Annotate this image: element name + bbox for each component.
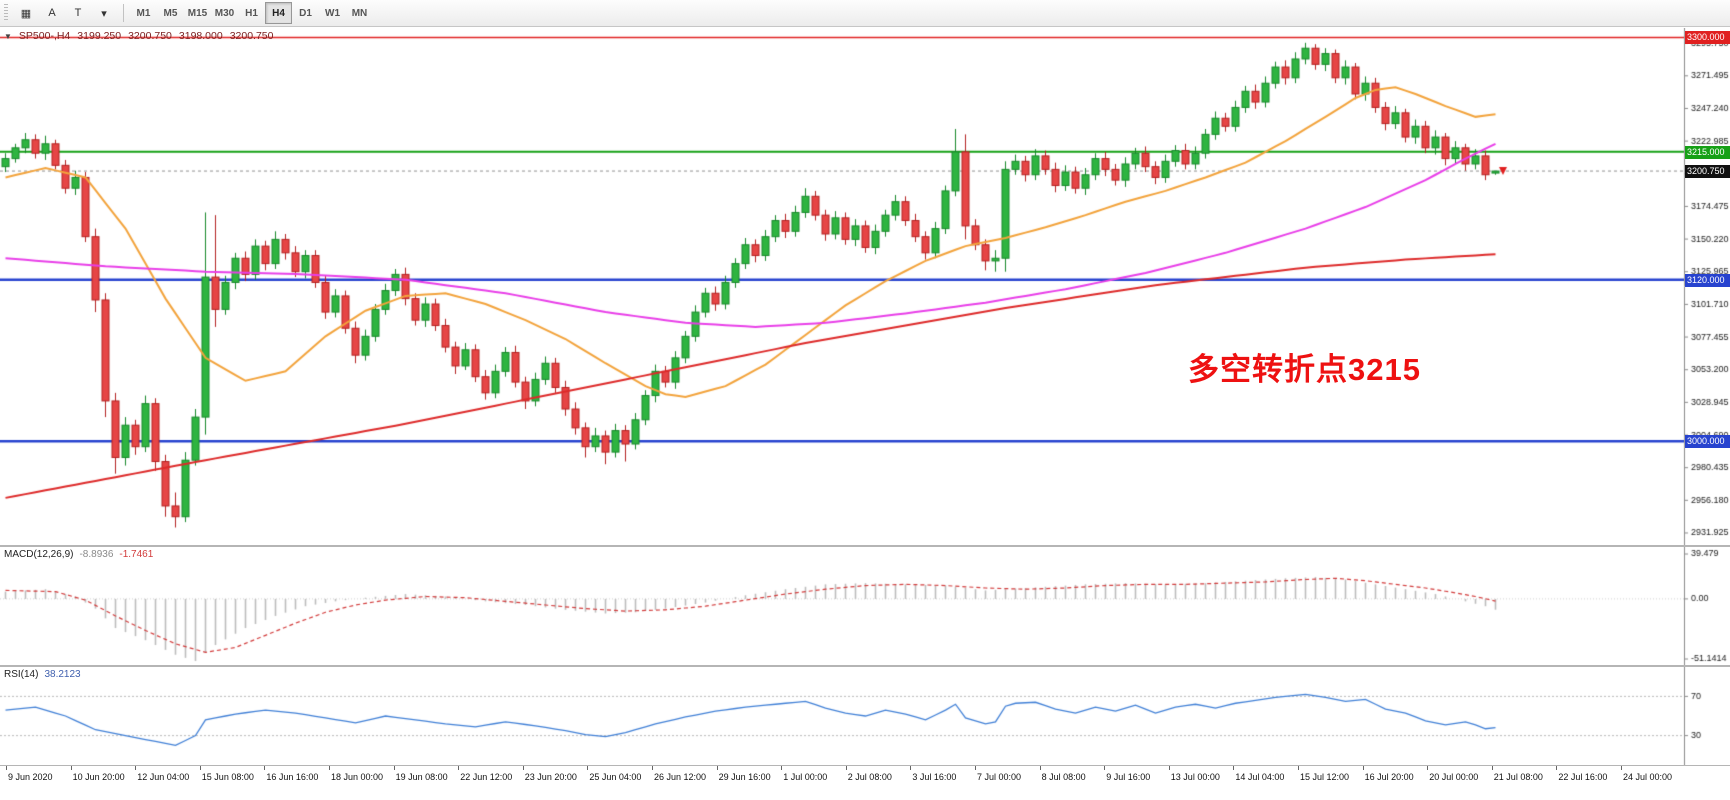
time-axis-label: 18 Jun 00:00	[331, 772, 384, 782]
text-annotation[interactable]: 多空转折点3215	[1188, 352, 1421, 387]
macd-signal-value: -1.7461	[119, 549, 154, 560]
time-tick	[1104, 766, 1106, 770]
time-tick	[1491, 766, 1493, 770]
price-badge-3215.000: 3215.000	[1685, 145, 1730, 159]
chart-window-icon[interactable]: ▦	[20, 7, 32, 20]
macd-main-value: -8.8936	[79, 549, 114, 560]
time-axis-label: 3 Jul 16:00	[912, 772, 957, 782]
objects-dropdown-icon[interactable]: ▾	[101, 7, 107, 20]
time-tick	[1039, 766, 1041, 770]
time-axis-label: 22 Jul 16:00	[1558, 772, 1608, 782]
price-chart-canvas[interactable]	[0, 28, 1730, 545]
chart-title: ▼ SP500-,H4 3199.250 3200.750 3198.000 3…	[4, 30, 273, 42]
timeframe-m30[interactable]: M30	[214, 7, 235, 19]
timeframe-h4[interactable]: H4	[265, 2, 292, 24]
time-tick	[1298, 766, 1299, 770]
time-tick	[1168, 766, 1170, 770]
time-axis-label: 8 Jul 08:00	[1041, 772, 1086, 782]
timeframe-m5[interactable]: M5	[163, 7, 178, 19]
timeframe-d1[interactable]: D1	[299, 7, 312, 19]
time-tick	[135, 766, 137, 770]
time-tick	[845, 766, 847, 770]
time-axis-label: 29 Jun 16:00	[718, 772, 771, 782]
time-axis-label: 14 Jul 04:00	[1235, 772, 1285, 782]
ohlc-high: 3200.750	[128, 30, 172, 42]
annotation-a-icon[interactable]: A	[48, 7, 56, 19]
ohlc-close: 3200.750	[229, 30, 274, 42]
rsi-canvas[interactable]	[0, 667, 1730, 765]
time-axis-label: 15 Jul 12:00	[1300, 772, 1350, 782]
time-axis-label: 13 Jul 00:00	[1170, 772, 1220, 782]
time-tick	[781, 766, 783, 770]
time-axis-label: 21 Jul 08:00	[1493, 772, 1543, 782]
timeframe-m1[interactable]: M1	[136, 7, 151, 19]
toolbar-grip[interactable]	[4, 4, 8, 22]
time-axis-label: 12 Jun 04:00	[137, 772, 190, 782]
price-badge-3120.000: 3120.000	[1685, 273, 1730, 287]
time-tick	[393, 766, 395, 770]
rsi-name: RSI(14)	[4, 669, 39, 680]
price-chart-panel: ▼ SP500-,H4 3199.250 3200.750 3198.000 3…	[0, 28, 1730, 547]
timeframe-button-group: M1 M5 M15 M30 H1 H4 D1 W1 MN	[130, 2, 373, 24]
time-tick	[1556, 766, 1558, 770]
time-axis-label: 16 Jul 20:00	[1364, 772, 1414, 782]
time-tick	[587, 766, 589, 770]
time-tick	[329, 766, 330, 770]
price-badge-3300.000: 3300.000	[1685, 31, 1730, 45]
time-axis-label: 20 Jul 00:00	[1429, 772, 1479, 782]
time-axis-label: 9 Jun 2020	[8, 772, 53, 782]
rsi-label: RSI(14) 38.2123	[4, 669, 81, 680]
time-axis-label: 22 Jun 12:00	[460, 772, 513, 782]
time-axis-label: 25 Jun 04:00	[589, 772, 642, 782]
time-axis-label: 10 Jun 20:00	[72, 772, 125, 782]
time-axis-label: 2 Jul 08:00	[847, 772, 892, 782]
time-tick	[910, 766, 912, 770]
time-tick	[1621, 766, 1622, 770]
time-tick	[1427, 766, 1429, 770]
time-axis[interactable]: 9 Jun 2020 10 Jun 20:00 12 Jun 04:00 15 Jun…	[0, 766, 1730, 800]
time-axis-label: 9 Jul 16:00	[1106, 772, 1151, 782]
time-axis-label: 23 Jun 20:00	[524, 772, 577, 782]
time-axis-label: 19 Jun 08:00	[395, 772, 448, 782]
time-tick	[975, 766, 976, 770]
rsi-value: 38.2123	[44, 669, 81, 680]
rsi-panel: RSI(14) 38.2123	[0, 667, 1730, 766]
toolbar: ▦ A T ▾ M1 M5 M15 M30 H1 H4 D1 W1 MN	[0, 0, 1730, 27]
macd-name: MACD(12,26,9)	[4, 549, 74, 560]
ohlc-low: 3198.000	[178, 30, 223, 42]
tool-button-group: ▦ A T ▾	[13, 2, 117, 25]
time-axis-label: 1 Jul 00:00	[783, 772, 828, 782]
timeframe-h1[interactable]: H1	[245, 7, 258, 19]
time-tick	[199, 766, 201, 770]
time-tick	[70, 766, 72, 770]
time-axis-label: 16 Jun 16:00	[266, 772, 319, 782]
macd-panel: MACD(12,26,9) -8.8936 -1.7461	[0, 547, 1730, 667]
time-axis-label: 15 Jun 08:00	[201, 772, 254, 782]
time-axis-label: 24 Jul 00:00	[1623, 772, 1673, 782]
chart-collapse-icon[interactable]: ▼	[4, 31, 12, 41]
chart-symbol-period: SP500-,H4	[18, 30, 71, 42]
macd-label: MACD(12,26,9) -8.8936 -1.7461	[4, 549, 153, 560]
time-tick	[522, 766, 524, 770]
timeframe-m15[interactable]: M15	[187, 7, 208, 19]
time-tick	[6, 766, 7, 770]
toolbar-separator	[123, 4, 124, 22]
macd-canvas[interactable]	[0, 547, 1730, 665]
time-tick	[1233, 766, 1235, 770]
time-tick	[716, 766, 718, 770]
timeframe-w1[interactable]: W1	[325, 7, 340, 19]
time-tick	[652, 766, 653, 770]
time-axis-label: 7 Jul 00:00	[977, 772, 1022, 782]
time-tick	[1362, 766, 1364, 770]
time-tick	[458, 766, 460, 770]
time-tick	[264, 766, 266, 770]
time-axis-label: 26 Jun 12:00	[654, 772, 707, 782]
current-price-badge: 3200.750	[1685, 165, 1730, 179]
price-badge-3000.000: 3000.000	[1685, 435, 1730, 449]
ohlc-open: 3199.250	[77, 30, 122, 42]
timeframe-mn[interactable]: MN	[351, 7, 368, 19]
text-tool-icon[interactable]: T	[74, 7, 82, 19]
